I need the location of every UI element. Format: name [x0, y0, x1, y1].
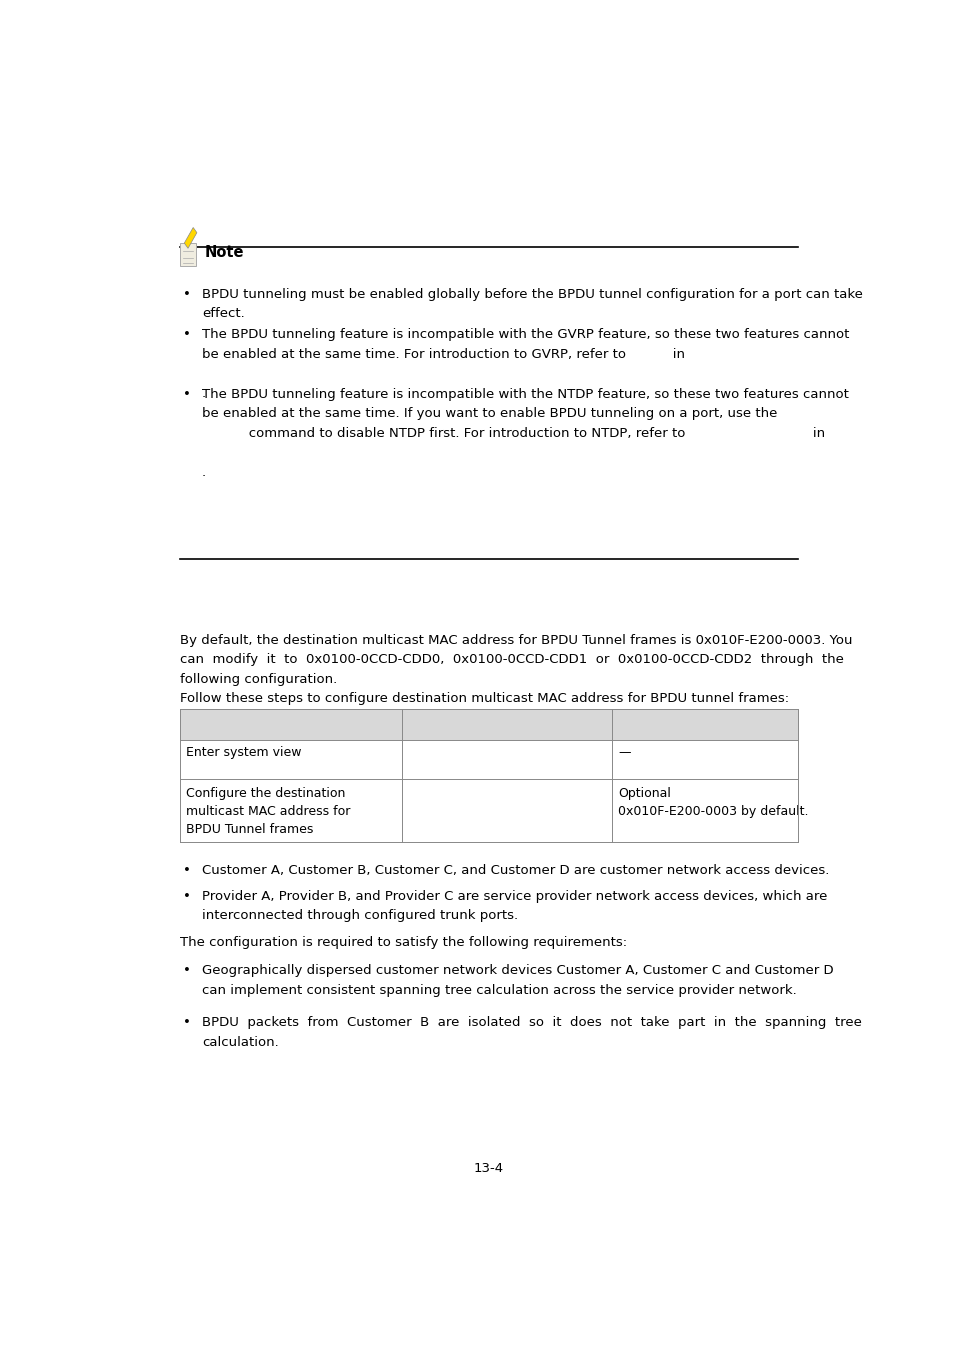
Text: Customer A, Customer B, Customer C, and Customer D are customer network access d: Customer A, Customer B, Customer C, and …: [202, 864, 828, 876]
Text: •: •: [183, 328, 191, 342]
Text: Geographically dispersed customer network devices Customer A, Customer C and Cus: Geographically dispersed customer networ…: [202, 964, 833, 998]
Text: •: •: [183, 1017, 191, 1030]
Text: BPDU  packets  from  Customer  B  are  isolated  so  it  does  not  take  part  : BPDU packets from Customer B are isolate…: [202, 1017, 861, 1049]
Text: The BPDU tunneling feature is incompatible with the NTDP feature, so these two f: The BPDU tunneling feature is incompatib…: [202, 387, 848, 478]
Text: Provider A, Provider B, and Provider C are service provider network access devic: Provider A, Provider B, and Provider C a…: [202, 890, 826, 922]
Text: Optional
0x010F-E200-0003 by default.: Optional 0x010F-E200-0003 by default.: [618, 787, 808, 818]
Text: Configure the destination
multicast MAC address for
BPDU Tunnel frames: Configure the destination multicast MAC …: [186, 787, 350, 836]
Polygon shape: [180, 243, 196, 266]
Text: The configuration is required to satisfy the following requirements:: The configuration is required to satisfy…: [180, 937, 626, 949]
Text: The BPDU tunneling feature is incompatible with the GVRP feature, so these two f: The BPDU tunneling feature is incompatib…: [202, 328, 848, 400]
Text: •: •: [183, 864, 191, 876]
Text: BPDU tunneling must be enabled globally before the BPDU tunnel configuration for: BPDU tunneling must be enabled globally …: [202, 288, 862, 320]
Text: •: •: [183, 387, 191, 401]
Polygon shape: [184, 228, 196, 248]
Text: •: •: [183, 890, 191, 903]
Text: By default, the destination multicast MAC address for BPDU Tunnel frames is 0x01: By default, the destination multicast MA…: [180, 634, 851, 686]
Text: 13-4: 13-4: [474, 1162, 503, 1174]
Text: Follow these steps to configure destination multicast MAC address for BPDU tunne: Follow these steps to configure destinat…: [180, 693, 788, 705]
Text: —: —: [618, 747, 630, 759]
Text: •: •: [183, 964, 191, 977]
FancyBboxPatch shape: [180, 709, 797, 740]
Text: •: •: [183, 288, 191, 301]
Text: Enter system view: Enter system view: [186, 747, 301, 759]
Text: Note: Note: [204, 244, 244, 261]
